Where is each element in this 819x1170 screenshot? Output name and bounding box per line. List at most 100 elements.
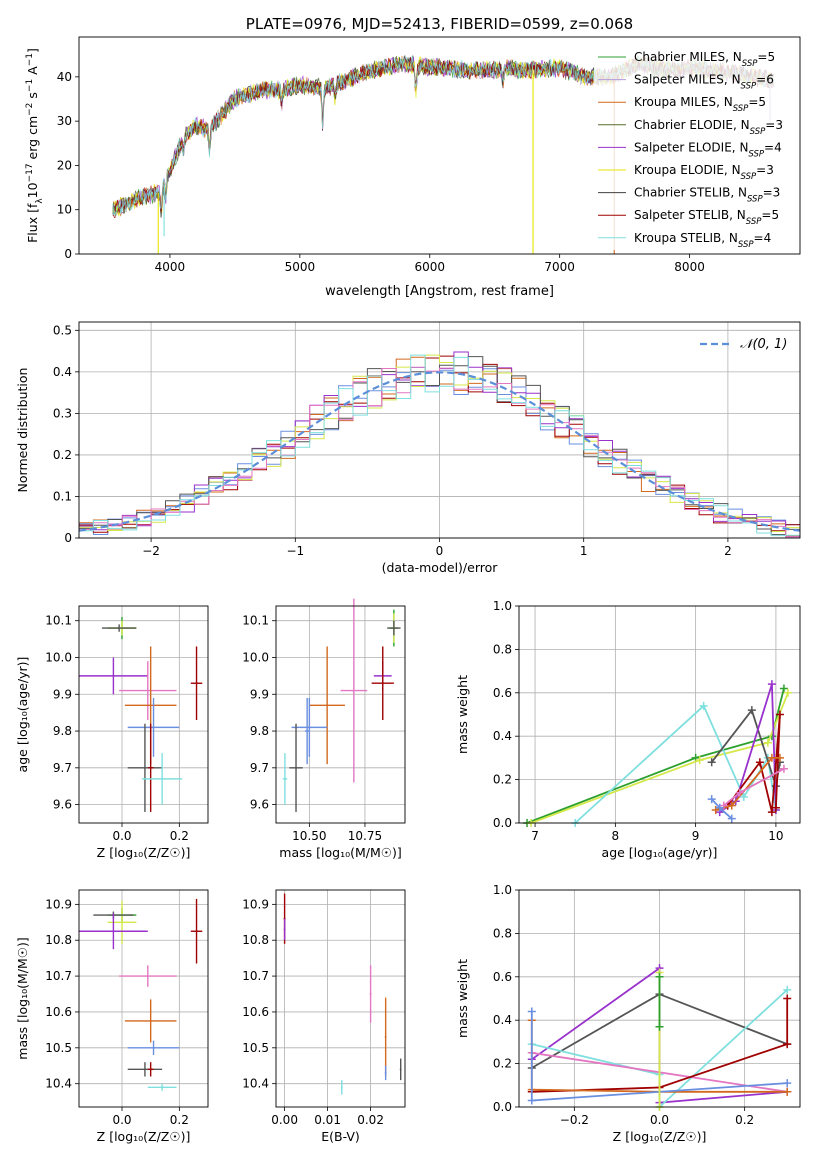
legend-separator: , xyxy=(716,95,724,109)
legend-series-name: Chabrier MILES xyxy=(634,50,725,64)
weight-marker xyxy=(655,972,664,981)
x-axis-label: Z [log₁₀(Z/Z☉)] xyxy=(613,1129,707,1144)
weight-line-1 xyxy=(530,692,789,824)
legend-separator: , xyxy=(729,208,737,222)
weight-marker xyxy=(783,985,792,994)
legend-separator: , xyxy=(732,140,740,154)
legend-n-value: 6 xyxy=(766,73,774,87)
y-axis-label-part: λ xyxy=(35,198,45,204)
legend-n-label: N xyxy=(732,73,741,87)
legend-equals: = xyxy=(764,140,774,154)
weight-marker xyxy=(699,701,708,710)
y-tick-label: 0.8 xyxy=(493,642,512,656)
data-point xyxy=(369,993,372,996)
y-tick-label: 10.1 xyxy=(45,614,72,628)
data-point xyxy=(146,975,149,978)
y-tick-label: 10.9 xyxy=(242,897,269,911)
y-axis-label: Normed distribution xyxy=(15,368,30,493)
weight-marker xyxy=(783,688,792,697)
data-point xyxy=(146,689,149,692)
axes-age-vs-mass: 10.50 10.75 9.6 9.7 9.8 9.9 10.0 10.1 mass [log₁… xyxy=(242,598,406,860)
weight-marker xyxy=(783,1040,792,1049)
data-point xyxy=(149,1068,152,1071)
y-axis-label: mass weight xyxy=(455,959,470,1038)
data-point xyxy=(381,682,384,685)
y-tick-label: 0.0 xyxy=(493,816,512,830)
data-point xyxy=(392,627,395,630)
legend-equals: = xyxy=(761,208,771,222)
y-tick-label: 0.4 xyxy=(493,1013,512,1027)
y-tick-label: 30 xyxy=(57,114,72,128)
legend-gaussian-label: 𝒩(0, 1) xyxy=(740,337,787,352)
y-tick-label: 9.7 xyxy=(250,761,269,775)
legend-equals: = xyxy=(754,231,764,245)
weight-marker xyxy=(719,801,728,810)
axes-frame xyxy=(518,605,801,824)
weight-marker xyxy=(735,788,744,797)
weight-marker xyxy=(779,764,788,773)
y-tick-label: 10.5 xyxy=(242,1041,269,1055)
y-tick-label: 9.7 xyxy=(53,761,72,775)
y-tick-label: 0.6 xyxy=(493,686,512,700)
legend-separator: , xyxy=(721,231,729,245)
legend-n-value: 5 xyxy=(767,50,775,64)
data-point xyxy=(295,766,298,769)
x-tick-label: 7000 xyxy=(544,260,575,274)
x-axis-label: E(B-V) xyxy=(321,1129,360,1144)
weight-marker xyxy=(707,795,716,804)
y-tick-label: 9.9 xyxy=(53,687,72,701)
y-axis-label-part: A xyxy=(25,66,40,79)
legend-equals: = xyxy=(756,163,766,177)
axes-frame xyxy=(78,321,801,539)
data-point xyxy=(195,682,198,685)
weight-marker xyxy=(691,753,700,762)
axes-spectrum: 4000 5000 6000 7000 8000 0 10 20 30 40 PLATE=0976,… xyxy=(25,15,801,299)
axes-mass-weight-vs-Z: −0.2 0.0 0.2 0.0 0.2 0.4 0.6 0.8 1.0 Z [log₁₀(Z/Z… xyxy=(455,883,801,1144)
axes-frame xyxy=(275,889,406,1108)
legend-n-subscript: SSP xyxy=(746,217,762,227)
weight-marker xyxy=(527,1096,536,1105)
weight-marker xyxy=(715,803,724,812)
y-tick-label: 10.8 xyxy=(242,933,269,947)
axes-frame xyxy=(78,605,209,824)
hist-series-5 xyxy=(79,356,800,538)
y-axis-label-part: s xyxy=(25,92,40,103)
x-tick-label: −0.2 xyxy=(560,1113,589,1127)
data-point xyxy=(161,1086,164,1089)
legend-n-value: 3 xyxy=(773,186,781,200)
y-tick-label: 0.4 xyxy=(493,729,512,743)
x-tick-label: 2 xyxy=(724,544,732,558)
weight-marker xyxy=(771,803,780,812)
x-axis-label: Z [log₁₀(Z/Z☉)] xyxy=(97,1129,191,1144)
y-tick-label: 0.0 xyxy=(493,1100,512,1114)
legend-n-value: 4 xyxy=(764,231,772,245)
x-tick-label: 0 xyxy=(436,544,444,558)
weight-marker xyxy=(775,710,784,719)
x-tick-label: 4000 xyxy=(155,260,186,274)
data-point xyxy=(308,726,311,729)
legend-separator: , xyxy=(724,163,732,177)
x-tick-label: 0.2 xyxy=(170,829,189,843)
legend-series-name: Salpeter MILES xyxy=(634,73,724,87)
x-tick-label: 0.0 xyxy=(650,1113,669,1127)
weight-marker xyxy=(783,1079,792,1088)
weight-marker xyxy=(767,753,776,762)
legend-n-label: N xyxy=(738,186,747,200)
legend-n-label: N xyxy=(737,208,746,222)
x-tick-label: 0.01 xyxy=(314,1113,341,1127)
legend-n-value: 4 xyxy=(774,140,782,154)
y-tick-label: 0.5 xyxy=(53,323,72,337)
weight-marker xyxy=(707,758,716,767)
x-tick-label: −1 xyxy=(286,544,304,558)
y-tick-label: 1.0 xyxy=(493,883,512,897)
weight-marker xyxy=(767,808,776,817)
data-point xyxy=(112,674,115,677)
x-axis-label: age [log₁₀(age/yr)] xyxy=(602,845,718,860)
y-tick-label: 10 xyxy=(57,203,72,217)
weight-line-4 xyxy=(531,998,789,1093)
legend-separator: , xyxy=(725,50,733,64)
y-tick-label: 9.8 xyxy=(250,724,269,738)
legend-n-subscript: SSP xyxy=(738,240,754,250)
hist-series-group xyxy=(79,351,800,538)
legend-series-name: Kroupa STELIB xyxy=(634,231,721,245)
